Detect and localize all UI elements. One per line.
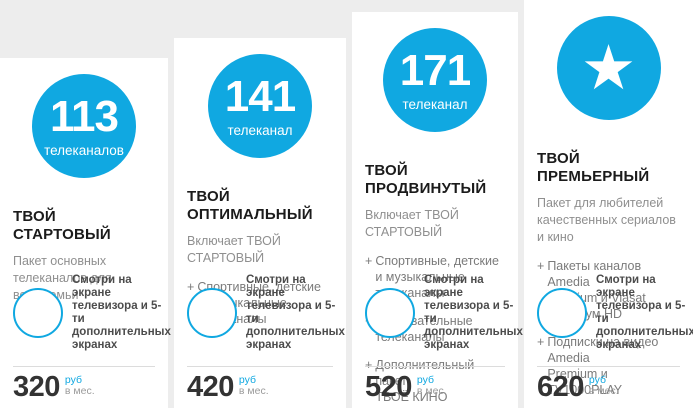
premium-badge: ★ bbox=[556, 16, 661, 120]
multiscreen-note: Смотри на экране телевизора и 5-ти допол… bbox=[13, 274, 171, 352]
plan-card-premiernyi[interactable]: ★ ТВОЙ ПРЕМЬЕРНЫЙ Пакет для любителей ка… bbox=[524, 0, 693, 408]
divider bbox=[365, 366, 505, 367]
price-period: в мес. bbox=[588, 385, 619, 397]
plan-description: Включает ТВОЙ СТАРТОВЫЙ bbox=[187, 234, 281, 265]
plan-card-prodvinutyi[interactable]: 171 телеканал ТВОЙ ПРОДВИНУТЫЙ Включает … bbox=[352, 12, 523, 408]
multiscreen-text: Смотри на экране телевизора и 5-ти допол… bbox=[72, 274, 171, 351]
channel-count: 141 bbox=[224, 71, 296, 121]
multiscreen-text: Смотри на экране телевизора и 5-ти допол… bbox=[424, 274, 523, 351]
price: 320 руб в мес. bbox=[13, 373, 155, 408]
multiscreen-text: Смотри на экране телевизора и 5-ти допол… bbox=[596, 274, 693, 351]
channel-count: 171 bbox=[399, 45, 471, 95]
card-bottom: Смотри на экране телевизора и 5-ти допол… bbox=[365, 274, 523, 408]
price: 620 руб в мес. bbox=[537, 373, 680, 408]
price-amount: 320 bbox=[13, 371, 60, 403]
multiscreen-note: Смотри на экране телевизора и 5-ти допол… bbox=[537, 274, 693, 352]
price-currency: руб bbox=[64, 374, 82, 386]
channel-count: 113 bbox=[50, 91, 119, 141]
plan-title: ТВОЙ ПРОДВИНУТЫЙ bbox=[365, 162, 487, 197]
plus-marker: + bbox=[365, 358, 373, 372]
star-icon: ★ bbox=[580, 31, 637, 104]
price-period: в мес. bbox=[64, 385, 95, 397]
channel-count-badge: 141 телеканал bbox=[208, 54, 312, 158]
plan-feature: + Дополнительный пакет ТВОЁ КИНО bbox=[365, 357, 505, 405]
feature-text: Дополнительный пакет ТВОЁ КИНО bbox=[375, 358, 475, 404]
screens-circle-icon bbox=[537, 288, 587, 338]
plan-title: ТВОЙ ПРЕМЬЕРНЫЙ bbox=[537, 150, 650, 185]
channel-count-badge: 113 телеканалов bbox=[32, 74, 136, 178]
price-unit: руб в мес. bbox=[239, 375, 269, 397]
channel-count-label: телеканалов bbox=[44, 142, 124, 158]
card-bottom: Смотри на экране телевизора и 5-ти допол… bbox=[13, 274, 171, 408]
price-currency: руб bbox=[238, 374, 256, 386]
price-currency: руб bbox=[588, 374, 606, 386]
multiscreen-note: Смотри на экране телевизора и 5-ти допол… bbox=[187, 274, 345, 352]
card-bottom: Смотри на экране телевизора и 5-ти допол… bbox=[187, 274, 345, 408]
divider bbox=[187, 366, 333, 367]
channel-count-badge: 171 телеканал bbox=[383, 28, 487, 132]
plan-description: Включает ТВОЙ СТАРТОВЫЙ bbox=[365, 208, 459, 239]
price-amount: 620 bbox=[537, 371, 584, 403]
price-period: в мес. bbox=[416, 385, 447, 397]
price-unit: руб в мес. bbox=[65, 375, 95, 397]
plan-feature: + Подписки на видео Amedia Premium и TV1… bbox=[537, 334, 680, 398]
price-unit: руб в мес. bbox=[589, 375, 619, 397]
plan-card-startovyi[interactable]: 113 телеканалов ТВОЙ СТАРТОВЫЙ Пакет осн… bbox=[0, 58, 171, 408]
plan-title: ТВОЙ ОПТИМАЛЬНЫЙ bbox=[187, 188, 313, 223]
plus-marker: + bbox=[365, 254, 373, 268]
multiscreen-note: Смотри на экране телевизора и 5-ти допол… bbox=[365, 274, 523, 352]
screens-circle-icon bbox=[13, 288, 63, 338]
price-currency: руб bbox=[416, 374, 434, 386]
screens-circle-icon bbox=[187, 288, 237, 338]
price-period: в мес. bbox=[238, 385, 269, 397]
plus-marker: + bbox=[537, 259, 545, 273]
plan-description: Пакет для любителей качественных сериало… bbox=[537, 196, 676, 244]
divider bbox=[537, 366, 680, 367]
price-amount: 420 bbox=[187, 371, 234, 403]
channel-count-label: телеканал bbox=[227, 122, 293, 138]
screens-circle-icon bbox=[365, 288, 415, 338]
price: 420 руб в мес. bbox=[187, 373, 333, 408]
multiscreen-text: Смотри на экране телевизора и 5-ти допол… bbox=[246, 274, 345, 351]
price-unit: руб в мес. bbox=[417, 375, 447, 397]
plus-marker: + bbox=[537, 335, 545, 349]
plan-card-optimalnyi[interactable]: 141 телеканал ТВОЙ ОПТИМАЛЬНЫЙ Включает … bbox=[174, 38, 346, 408]
plus-marker: + bbox=[187, 280, 195, 294]
channel-count-label: телеканал bbox=[402, 96, 468, 112]
card-bottom: Смотри на экране телевизора и 5-ти допол… bbox=[537, 274, 693, 408]
price-amount: 520 bbox=[365, 371, 412, 403]
plan-title: ТВОЙ СТАРТОВЫЙ bbox=[13, 208, 111, 243]
plan-description: Пакет основных телеканалов для всей семь… bbox=[13, 254, 112, 302]
divider bbox=[13, 366, 155, 367]
feature-text: Подписки на видео Amedia Premium и TV100… bbox=[547, 335, 659, 397]
price: 520 руб в мес. bbox=[365, 373, 505, 408]
